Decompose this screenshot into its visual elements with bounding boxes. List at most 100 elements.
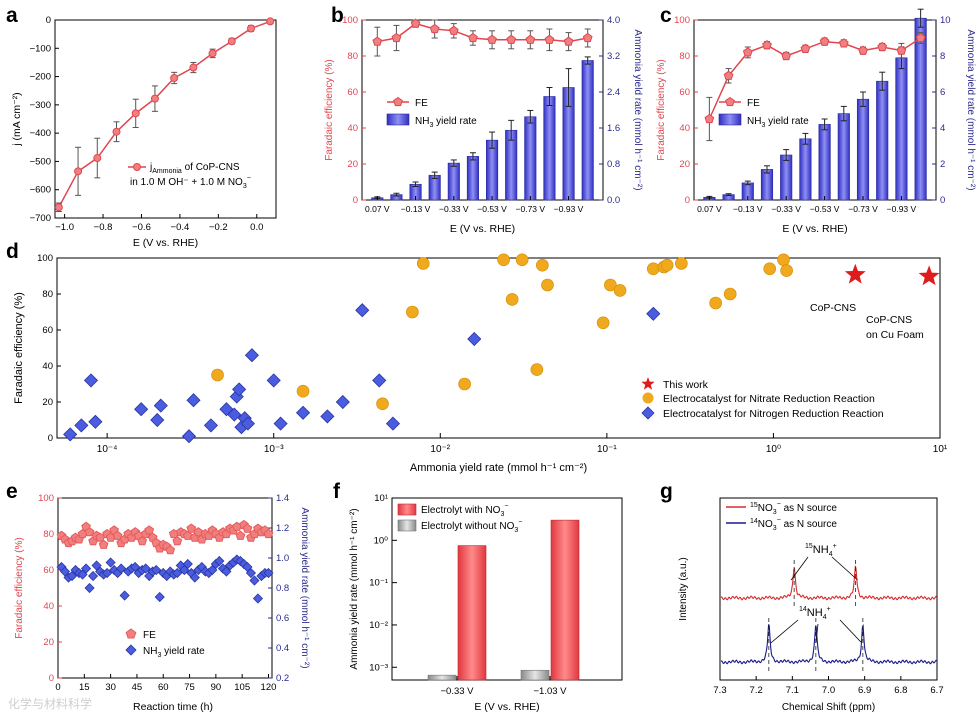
- fe-point: [193, 527, 204, 537]
- fe-marker: [896, 45, 907, 55]
- panel-a: −1.0 −0.8 −0.6 −0.4 −0.2 0.0 0 −100 −200 −300 −400…: [11, 15, 277, 249]
- annotation-arrow: [770, 619, 799, 644]
- x-tick-label: −0.93 V: [887, 204, 917, 214]
- x-tick-label: 7.3: [713, 685, 726, 696]
- x-tick-label: 6.7: [930, 685, 943, 696]
- fe-marker: [858, 45, 868, 55]
- y-tick-label-left: 0: [353, 195, 358, 206]
- fe-marker: [762, 40, 772, 50]
- no3rr-point: [763, 262, 777, 276]
- legend-bar-swatch: [718, 113, 742, 126]
- this-work-star: [918, 265, 940, 286]
- yield-point: [189, 572, 200, 583]
- plot-frame: [693, 19, 937, 201]
- spectrum-15n: [720, 565, 937, 601]
- x-tick-label: 15: [79, 682, 90, 693]
- this-work-star: [844, 263, 866, 284]
- no3rr-point: [505, 293, 519, 306]
- yield-bar: [914, 17, 927, 201]
- annotation-arrow: [790, 556, 809, 581]
- y-axis-title-left: Faradaic efficiency (%): [324, 59, 335, 161]
- panel-letter-g: g: [660, 480, 673, 503]
- x-axis-title: E (V vs. RHE): [133, 237, 198, 249]
- y-axis-title-left: Faradaic efficiency (%): [14, 537, 25, 639]
- yield-bar: [428, 174, 441, 201]
- y-axis-title: Intensity (a.u.): [678, 557, 689, 620]
- fe-marker: [372, 36, 383, 46]
- watermark: 化学与材料科学: [8, 696, 92, 711]
- y-axis-title-right: Ammonia yield rate (mmol h⁻¹ cm⁻²): [299, 507, 310, 668]
- fe-marker: [448, 25, 459, 35]
- yield-bar: [856, 98, 870, 201]
- nrr-point: [227, 407, 242, 422]
- legend-label-with: Electrolyt with NO3−: [421, 503, 508, 518]
- legend-fe-marker: [725, 96, 735, 107]
- plot-frame: [391, 497, 623, 681]
- fe-point: [242, 523, 253, 533]
- y-tick-label: −700: [30, 213, 51, 224]
- yield-bar: [780, 154, 793, 201]
- y-tick-label: −600: [30, 185, 51, 196]
- x-axis-title: Chemical Shift (ppm): [782, 702, 875, 713]
- yield-point: [172, 567, 183, 579]
- data-point: [170, 73, 179, 82]
- yield-point: [252, 593, 264, 604]
- data-point: [54, 203, 63, 212]
- panel-letter-d: d: [6, 240, 19, 263]
- nrr-point: [320, 409, 335, 424]
- legend-label-yield: NH3 yield rate: [747, 116, 809, 129]
- x-tick-label: −0.93 V: [554, 204, 584, 214]
- y-tick-label: 10⁻¹: [369, 578, 388, 589]
- data-point: [131, 109, 140, 118]
- x-axis-title: Reaction time (h): [133, 701, 213, 713]
- legend-label-no3rr: Electrocatalyst for Nitrate Reduction Re…: [663, 393, 875, 405]
- x-tick-label: 75: [184, 682, 195, 693]
- fe-marker: [704, 113, 715, 124]
- nrr-point: [372, 373, 387, 388]
- y-tick-label-left: 80: [679, 51, 690, 62]
- fe-point: [235, 530, 246, 540]
- y-tick-label: −400: [30, 128, 51, 139]
- legend-label: jAmmonia of CoP-CNS: [149, 162, 240, 175]
- yield-bar: [818, 124, 831, 201]
- y-tick-label-right: 0.8: [276, 583, 289, 594]
- x-tick-label: 30: [105, 682, 116, 693]
- y-tick-label: 10⁰: [374, 535, 389, 546]
- legend-label-nrr: Electrocatalyst for Nitrogen Reduction R…: [663, 408, 884, 420]
- annotation-cop-cns-cu: CoP-CNS: [866, 314, 912, 326]
- panel-letter-a: a: [6, 4, 18, 27]
- x-tick-label: 10¹: [933, 444, 948, 455]
- annotation-14nh4: 14NH4+: [799, 606, 831, 621]
- y-tick-label-left: 100: [674, 15, 690, 26]
- panel-letter-e: e: [6, 480, 18, 503]
- fe-marker: [563, 36, 574, 46]
- fe-marker: [742, 47, 753, 57]
- y-tick-label-right: 8: [940, 51, 945, 62]
- y-tick-label-right: 10: [940, 15, 951, 26]
- fe-marker: [781, 50, 792, 61]
- x-tick-label: 6.9: [858, 685, 871, 696]
- yield-point: [140, 563, 151, 574]
- x-tick-label: 60: [158, 682, 169, 693]
- fe-point: [84, 527, 95, 537]
- x-tick-label: −0.6: [132, 222, 151, 233]
- no3rr-point: [296, 384, 310, 398]
- y-tick-label-left: 100: [342, 15, 358, 26]
- panel-d: 10⁻⁴ 10⁻³ 10⁻² 10⁻¹ 10⁰ 10¹ 0 20 40 60 80 100 CoP-CN…: [13, 253, 948, 474]
- x-tick-label: −0.53 V: [810, 204, 840, 214]
- fe-marker: [723, 70, 734, 80]
- nrr-point: [355, 303, 370, 318]
- y-tick-label: −200: [30, 72, 51, 83]
- y-tick-label: 10¹: [374, 493, 388, 504]
- y-tick-label-right: 3.2: [607, 51, 620, 62]
- y-tick-label-right: 0.6: [276, 613, 289, 624]
- no3rr-point: [646, 262, 660, 276]
- x-tick-label: −0.73 V: [848, 204, 878, 214]
- fe-point: [263, 528, 274, 539]
- no3rr-point: [675, 257, 688, 270]
- fe-marker: [838, 38, 849, 48]
- x-tick-label: −0.33 V: [440, 686, 474, 697]
- nrr-point: [244, 348, 259, 363]
